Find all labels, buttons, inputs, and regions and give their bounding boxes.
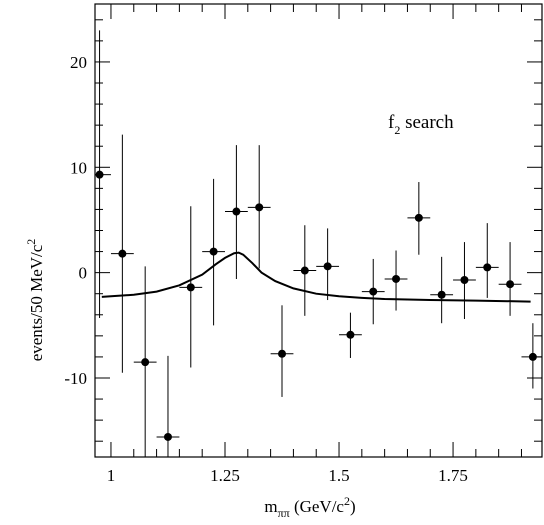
x-axis-title: mππ (GeV/c2): [264, 494, 355, 520]
point-marker: [392, 274, 401, 283]
data-point: [247, 145, 271, 269]
point-marker: [369, 287, 378, 296]
point-marker: [346, 330, 355, 339]
point-marker: [118, 249, 127, 258]
data-point: [156, 355, 180, 457]
data-point: [316, 228, 340, 301]
data-point: [293, 225, 317, 316]
point-marker: [232, 207, 241, 216]
x-tick-label: 1.5: [328, 466, 349, 485]
y-tick-label: 10: [70, 158, 87, 177]
point-marker: [255, 203, 264, 212]
data-point: [202, 178, 225, 326]
point-marker: [163, 432, 172, 441]
data-point: [384, 250, 408, 311]
point-marker: [95, 170, 104, 179]
point-marker: [323, 262, 332, 271]
y-tick-label: 0: [79, 264, 88, 283]
data-point: [361, 258, 385, 325]
data-point: [95, 30, 111, 318]
data-point: [270, 305, 294, 397]
point-marker: [300, 266, 309, 275]
point-marker: [141, 358, 150, 367]
x-tick-label: 1.75: [438, 466, 468, 485]
plot-frame: [94, 3, 543, 458]
data-point: [110, 134, 134, 373]
point-marker: [528, 352, 537, 361]
point-marker: [460, 276, 469, 285]
data-point: [430, 256, 454, 324]
point-marker: [209, 247, 218, 256]
fit-curve: [101, 251, 531, 303]
point-marker: [437, 290, 446, 299]
x-tick-label: 1: [107, 466, 116, 485]
data-point: [224, 145, 248, 279]
plot-border: [94, 3, 543, 458]
data-point: [407, 182, 431, 255]
axis-ticks: [95, 4, 542, 457]
point-marker: [186, 283, 195, 292]
annotation: f2 search: [388, 112, 454, 137]
data-point: [475, 223, 499, 298]
y-tick-label: -10: [64, 369, 87, 388]
tick-labels: 1 1.25 1.5 1.75 -10 0 10 20: [64, 53, 468, 485]
y-axis-title: events/50 MeV/c2: [24, 239, 46, 362]
y-tick-label: 20: [70, 53, 87, 72]
point-marker: [278, 349, 287, 358]
point-marker: [414, 213, 423, 222]
data-point: [339, 312, 362, 358]
data-point: [179, 206, 203, 368]
data-marks: [95, 30, 542, 457]
data-point: [453, 242, 476, 319]
data-point: [498, 242, 522, 316]
x-tick-label: 1.25: [210, 466, 240, 485]
point-marker: [506, 280, 515, 289]
data-point: [133, 266, 157, 457]
point-marker: [483, 263, 492, 272]
data-point: [521, 323, 542, 389]
